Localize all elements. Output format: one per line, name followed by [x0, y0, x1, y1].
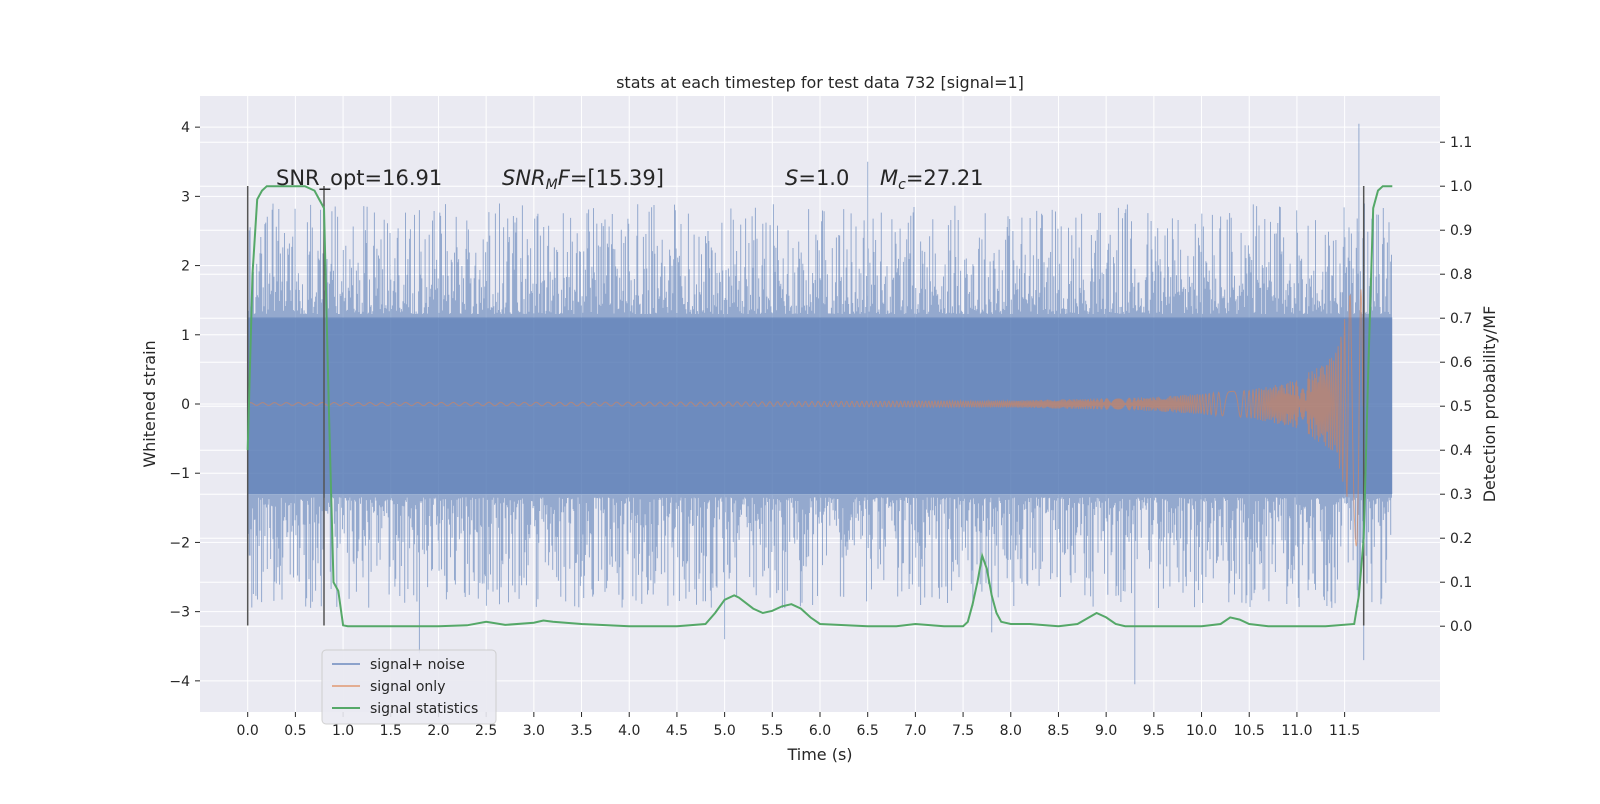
- y2-tick-label: 0.6: [1450, 355, 1472, 371]
- legend: signal+ noise signal only signal statist…: [321, 649, 497, 725]
- signal-only-line: [247, 289, 1365, 547]
- y-tick-label: 4: [181, 120, 190, 136]
- x-tick-label: 5.5: [761, 723, 783, 739]
- x-tick-label: 2.0: [427, 723, 449, 739]
- legend-label-signal-noise: signal+ noise: [370, 657, 465, 673]
- x-tick-label: 7.5: [952, 723, 974, 739]
- y-tick-label: 0: [181, 397, 190, 413]
- x-tick-label: 8.5: [1047, 723, 1069, 739]
- series-signal-statistics: [246, 185, 1393, 628]
- x-tick-label: 6.0: [809, 723, 831, 739]
- annotation-mc: Mc=27.21: [880, 166, 984, 193]
- y-tick-label: 3: [181, 189, 190, 205]
- annotation-snr-mf: SNRMF=[15.39]: [502, 166, 664, 193]
- y2-tick-label: 0.4: [1450, 443, 1472, 459]
- y2-tick-label: 0.2: [1450, 531, 1472, 547]
- series-signal-only: [247, 289, 1365, 547]
- ticks: 0.0 0.5 1.0 1.5 2.0 2.5 3.0 3.5 4.0 4.5 5.0 5.5 6.0 6…: [169, 120, 1472, 739]
- y2-tick-label: 0.7: [1450, 311, 1472, 327]
- x-axis-label: Time (s): [786, 745, 852, 764]
- x-tick-label: 4.5: [666, 723, 688, 739]
- legend-label-signal-only: signal only: [370, 679, 445, 695]
- legend-box: [321, 649, 497, 725]
- y2-tick-label: 0.0: [1450, 619, 1472, 635]
- x-tick-label: 3.0: [523, 723, 545, 739]
- x-tick-label: 1.5: [380, 723, 402, 739]
- x-tick-label: 0.0: [237, 723, 259, 739]
- y2-tick-label: 0.3: [1450, 487, 1472, 503]
- y-tick-label: −1: [169, 466, 190, 482]
- x-tick-label: 9.5: [1143, 723, 1165, 739]
- y2-tick-label: 1.0: [1450, 179, 1472, 195]
- x-tick-label: 8.0: [1000, 723, 1022, 739]
- x-tick-label: 10.5: [1234, 723, 1265, 739]
- x-tick-label: 11.0: [1281, 723, 1312, 739]
- annotations: SNR_opt=16.91 SNRMF=[15.39] S=1.0 Mc=27.…: [276, 166, 984, 193]
- y2-axis-label: Detection probability/MF: [1480, 306, 1499, 503]
- x-tick-label: 10.0: [1186, 723, 1217, 739]
- legend-label-signal-statistics: signal statistics: [370, 701, 478, 717]
- y2-tick-label: 1.1: [1450, 135, 1472, 151]
- x-tick-label: 0.5: [284, 723, 306, 739]
- y-tick-label: −4: [169, 674, 190, 690]
- x-tick-label: 4.0: [618, 723, 640, 739]
- x-tick-label: 7.0: [904, 723, 926, 739]
- y-tick-label: 1: [181, 328, 190, 344]
- y2-tick-label: 0.9: [1450, 223, 1472, 239]
- y2-tick-label: 0.5: [1450, 399, 1472, 415]
- vertical-markers: [246, 185, 1365, 626]
- y2-tick-label: 0.8: [1450, 267, 1472, 283]
- signal-statistics-line: [246, 185, 1393, 628]
- x-tick-label: 6.5: [857, 723, 879, 739]
- x-tick-label: 9.0: [1095, 723, 1117, 739]
- x-tick-label: 2.5: [475, 723, 497, 739]
- x-tick-label: 11.5: [1329, 723, 1360, 739]
- x-tick-label: 5.0: [713, 723, 735, 739]
- chart-title: stats at each timestep for test data 732…: [616, 73, 1024, 92]
- y-tick-label: −2: [169, 535, 190, 551]
- y-tick-label: 2: [181, 259, 190, 275]
- annotation-s: S=1.0: [785, 166, 849, 190]
- annotation-snr-opt: SNR_opt=16.91: [276, 166, 442, 191]
- y2-tick-label: 0.1: [1450, 575, 1472, 591]
- y-tick-label: −3: [169, 605, 190, 621]
- x-tick-label: 1.0: [332, 723, 354, 739]
- y-axis-label: Whitened strain: [140, 340, 159, 467]
- x-tick-label: 3.5: [570, 723, 592, 739]
